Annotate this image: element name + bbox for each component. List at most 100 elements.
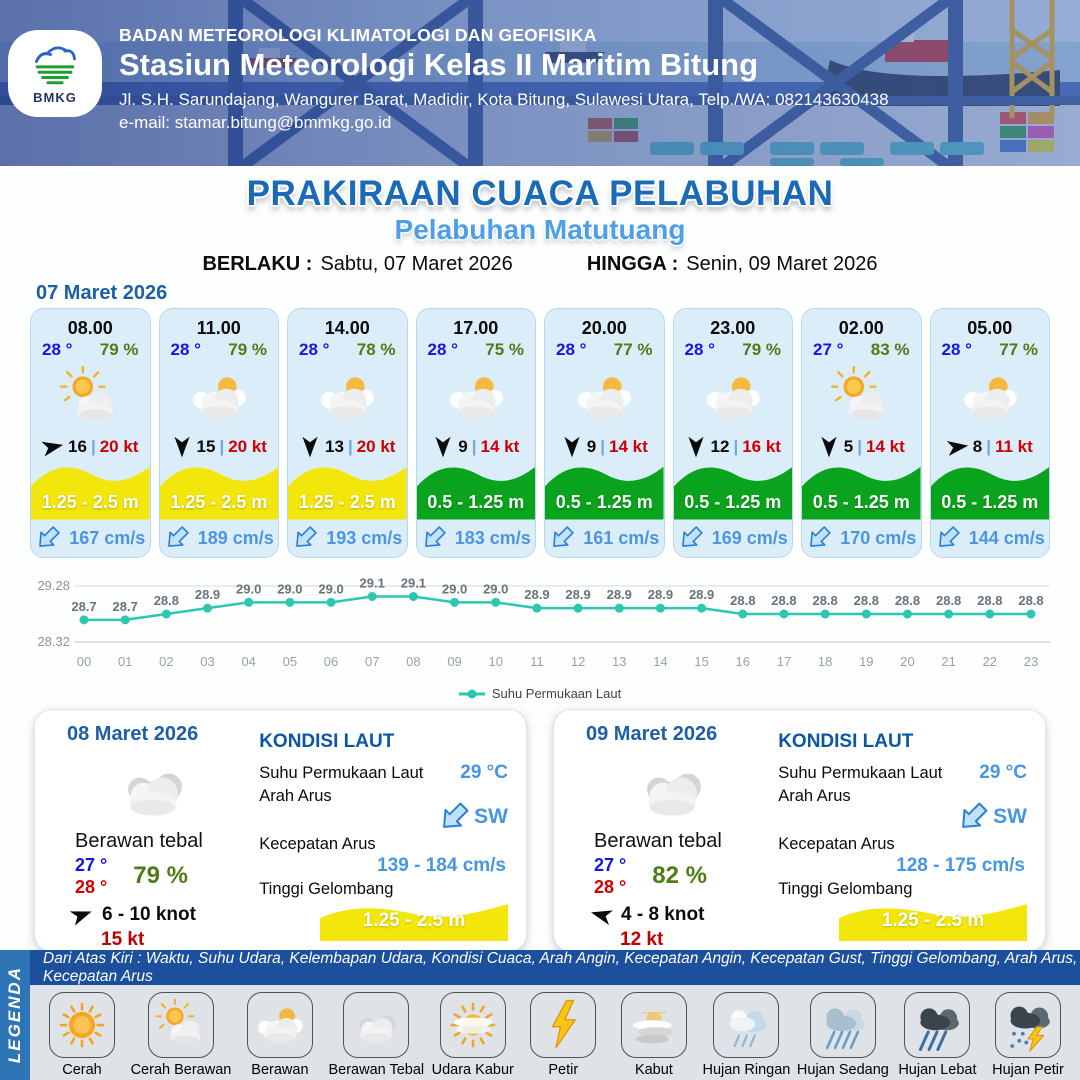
wind-speed: 12 <box>710 437 730 457</box>
wave-shape <box>159 467 278 520</box>
wave-height-value: 1.25 - 2.5 m <box>298 491 396 512</box>
svg-text:28.8: 28.8 <box>1018 593 1043 608</box>
hourly-forecast-card: 08.00 28 ° 79 % 16 | 20 kt <box>30 308 151 558</box>
legend-item-label: Kabut <box>634 1062 673 1078</box>
page-title: PRAKIRAAN CUACA PELABUHAN <box>246 174 834 213</box>
svg-text:13: 13 <box>612 654 626 669</box>
chart-legend-marker-icon <box>458 689 485 698</box>
forecast-time: 23.00 <box>710 318 756 338</box>
sst-value: 29 °C <box>979 762 1027 783</box>
wind-gust: 11 kt <box>994 437 1033 457</box>
wave-shape <box>802 467 921 520</box>
svg-text:28.7: 28.7 <box>71 599 96 614</box>
svg-text:28.9: 28.9 <box>195 587 220 602</box>
current-direction-row: Arah Arus <box>259 787 508 806</box>
current-row: 183 cm/s <box>417 520 536 557</box>
daily-cards-row: 08 Maret 2026 Berawan tebal 27 ° 28 ° 79… <box>34 709 1046 952</box>
svg-text:03: 03 <box>200 654 214 669</box>
temp-humidity-row: 28 ° 77 % <box>545 339 664 360</box>
current-speed: 189 cm/s <box>197 527 274 548</box>
air-temperature: 28 ° <box>170 340 201 359</box>
chart-legend-label: Suhu Permukaan Laut <box>491 686 622 701</box>
current-direction-icon <box>549 526 575 550</box>
wave-height-band: 0.5 - 1.25 m <box>930 457 1049 520</box>
wind-speed: 5 <box>843 437 854 457</box>
legend-weather-icon <box>995 992 1061 1058</box>
legend-weather-icon <box>620 992 687 1058</box>
svg-text:28.9: 28.9 <box>524 587 549 602</box>
wind-direction-icon <box>301 436 319 458</box>
legend-item: Hujan Sedang <box>797 992 889 1078</box>
svg-text:29.0: 29.0 <box>318 581 343 596</box>
valid-from-label: BERLAKU : <box>202 253 313 275</box>
current-speed: 170 cm/s <box>840 527 917 548</box>
wind-row: 5 | 14 kt <box>802 437 921 458</box>
sea-surface-temp-row: Suhu Permukaan Laut 29 °C <box>259 762 508 784</box>
page-subtitle: Pelabuhan Matutuang <box>394 214 686 245</box>
air-temperature: 28 ° <box>556 340 587 359</box>
wave-height-badge: 1.25 - 2.5 m <box>839 901 1027 941</box>
day-wind-row: 4 - 8 knot <box>572 904 772 926</box>
wind-gust: 14 kt <box>480 437 520 457</box>
wave-height-value: 1.25 - 2.5 m <box>881 910 985 931</box>
current-speed: 193 cm/s <box>326 527 403 548</box>
sst-chart-wrap: 29.28 28.32 28.7 00 28.7 01 28.8 02 28.9 03 29.0 04… <box>26 570 1054 701</box>
wind-row: 9 | 14 kt <box>545 437 664 458</box>
header-overlay <box>0 0 1080 166</box>
wind-direction-icon <box>434 436 452 458</box>
wave-shape <box>673 467 792 520</box>
wave-height-band: 0.5 - 1.25 m <box>545 457 664 520</box>
forecast-time: 20.00 <box>581 318 627 338</box>
legend-items-row: Cerah Cerah Berawan Berawan Berawan Teba… <box>30 985 1080 1078</box>
wind-gust-separator: | <box>733 437 739 457</box>
sst-label: Suhu Permukaan Laut <box>259 763 424 782</box>
legend-item-label: Cerah Berawan <box>130 1062 232 1078</box>
valid-to-date: Senin, 09 Maret 2026 <box>686 253 878 275</box>
wind-direction-icon <box>687 436 705 458</box>
temp-humidity-row: 27 ° 83 % <box>802 339 921 360</box>
day-temp-min: 27 ° <box>594 855 627 875</box>
sst-value: 29 °C <box>460 762 508 783</box>
svg-text:19: 19 <box>859 654 873 669</box>
legend-item-label: Hujan Ringan <box>702 1062 791 1078</box>
hourly-forecast-card: 23.00 28 ° 79 % 12 | 16 kt <box>672 308 793 558</box>
wind-row: 13 | 20 kt <box>288 436 407 458</box>
day-temps: 27 ° 28 ° 82 % <box>572 854 772 898</box>
legend-item: Kabut <box>612 992 696 1078</box>
forecast-time: 08.00 <box>67 318 113 338</box>
agency-name: BADAN METEOROLOGI KLIMATOLOGI DAN GEOFIS… <box>119 25 597 45</box>
bmkg-logo-icon <box>35 45 76 84</box>
forecast-date-heading: 07 Maret 2026 <box>36 282 168 304</box>
svg-text:28.8: 28.8 <box>730 593 755 608</box>
legend-item-label: Cerah <box>62 1062 102 1078</box>
station-email: e-mail: stamar.bitung@bmmkg.go.id <box>119 113 392 132</box>
svg-text:29.0: 29.0 <box>236 581 261 596</box>
wind-speed: 8 <box>972 437 983 457</box>
day-weather-icon <box>572 746 772 830</box>
legend-item-label: Hujan Lebat <box>898 1062 977 1078</box>
weather-icon <box>545 363 664 431</box>
humidity: 78 % <box>356 340 396 359</box>
wind-direction-icon <box>40 436 65 458</box>
day-gust: 15 kt <box>101 929 145 950</box>
wave-shape <box>320 904 508 941</box>
temp-humidity-row: 28 ° 79 % <box>160 339 279 360</box>
current-direction-icon <box>935 526 961 550</box>
wind-gust-separator: | <box>347 437 353 457</box>
current-speed: 169 cm/s <box>711 527 788 548</box>
svg-text:28.7: 28.7 <box>113 599 138 614</box>
current-speed-row: Kecepatan Arus <box>259 835 508 854</box>
legend-item-label: Berawan Tebal <box>328 1062 425 1078</box>
humidity: 75 % <box>485 340 524 359</box>
forecast-time: 02.00 <box>838 318 884 338</box>
wave-height-value: 0.5 - 1.25 m <box>555 491 653 512</box>
hourly-forecast-card: 14.00 28 ° 78 % 13 | 20 kt <box>287 308 408 558</box>
wave-height-row: Tinggi Gelombang <box>259 880 508 899</box>
wave-height-value: 1.25 - 2.5 m <box>362 910 466 931</box>
sea-surface-temp-row: Suhu Permukaan Laut 29 °C <box>778 762 1027 784</box>
current-speed-label: Kecepatan Arus <box>259 835 376 853</box>
valid-to: HINGGA : Senin, 09 Maret 2026 <box>587 253 878 276</box>
svg-text:28.8: 28.8 <box>895 593 920 608</box>
svg-text:17: 17 <box>777 654 791 669</box>
legend-title: LEGENDA <box>5 966 24 1064</box>
